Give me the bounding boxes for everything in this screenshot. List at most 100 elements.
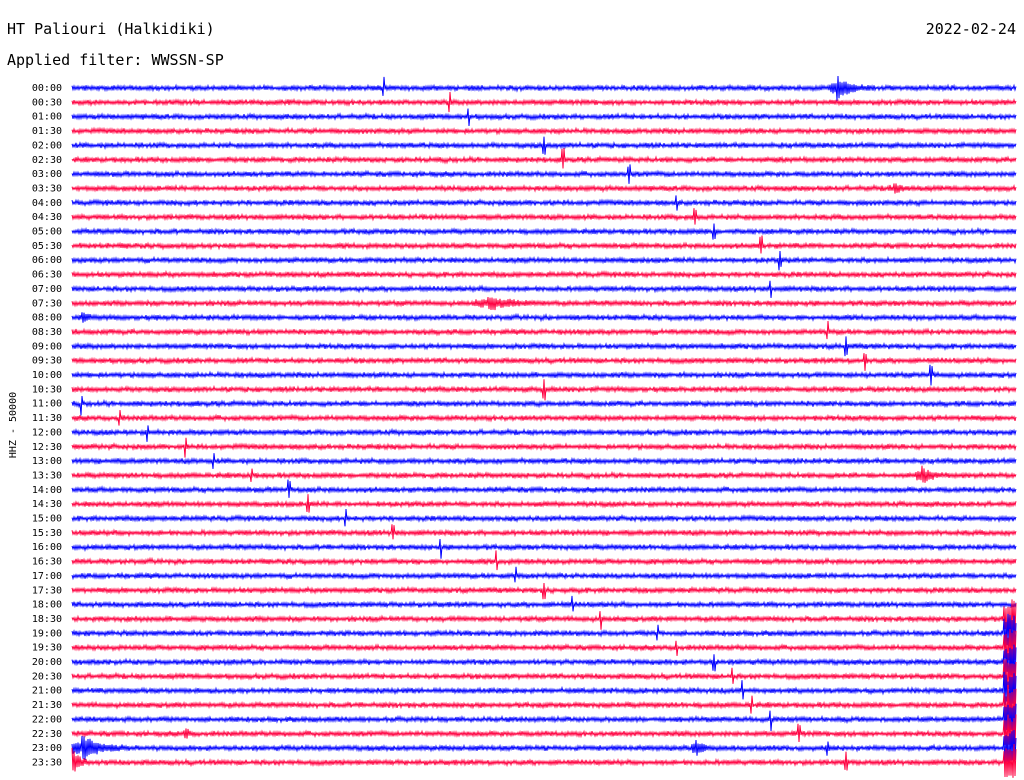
time-tick-label: 01:30 [32,126,62,137]
trace-line [71,320,1017,340]
trace-line [71,684,1017,725]
time-tick-label: 20:00 [32,657,62,668]
time-tick-label: 23:30 [32,757,62,768]
time-tick-label: 13:30 [32,470,62,481]
trace-line [71,582,1017,600]
time-tick-label: 11:30 [32,413,62,424]
time-tick-label: 14:30 [32,499,62,510]
time-tick-label: 03:30 [32,183,62,194]
time-tick-label: 03:00 [32,169,62,180]
trace-line [71,183,1017,194]
time-tick-label: 23:00 [32,743,62,754]
time-tick-label: 18:30 [32,614,62,625]
trace-line [71,164,1017,184]
trace-line [71,336,1017,357]
trace-line [71,644,1017,684]
filter-label: Applied filter: WWSSN-SP [7,51,224,69]
time-tick-label: 16:00 [32,542,62,553]
trace-line [71,465,1017,483]
trace-line [71,425,1017,442]
time-tick-label: 10:00 [32,370,62,381]
trace-line [71,479,1017,498]
time-tick-label: 07:00 [32,284,62,295]
trace-line [71,195,1017,211]
time-tick-label: 13:00 [32,456,62,467]
time-tick-label: 15:00 [32,514,62,525]
time-tick-label: 22:30 [32,729,62,740]
time-tick-label: 06:00 [32,255,62,266]
trace-line [71,269,1017,280]
time-tick-label: 08:30 [32,327,62,338]
time-tick-label: 20:30 [32,671,62,682]
trace-line [71,524,1017,540]
trace-line [71,395,1017,416]
time-tick-label: 16:30 [32,557,62,568]
trace-line [71,147,1017,169]
time-tick-label: 09:30 [32,356,62,367]
trace-line [71,494,1017,513]
time-tick-label: 02:30 [32,155,62,166]
time-tick-label: 07:30 [32,298,62,309]
time-tick-label: 19:00 [32,628,62,639]
trace-line [71,136,1017,155]
trace-line [71,437,1017,458]
trace-line [71,91,1017,113]
time-tick-label: 17:30 [32,585,62,596]
trace-line [71,671,1017,711]
time-labels: 00:00 00:30 01:00 01:30 02:00 02:30 03:00 03:30… [32,83,62,768]
trace-line [71,453,1017,469]
trace-line [71,703,1017,738]
time-tick-label: 12:00 [32,427,62,438]
time-tick-label: 17:00 [32,571,62,582]
time-tick-label: 12:30 [32,442,62,453]
channel-label: HHZ - 50000 [8,392,19,458]
trace-line [71,379,1017,401]
time-tick-label: 05:30 [32,241,62,252]
y-axis-label: HHZ - 50000 [8,392,19,458]
trace-line [71,508,1017,527]
time-tick-label: 02:00 [32,140,62,151]
time-tick-label: 01:00 [32,112,62,123]
trace-line [71,629,1017,666]
trace-line [71,730,1017,769]
trace-line [71,126,1017,136]
trace-line [71,312,1017,323]
time-tick-label: 09:00 [32,341,62,352]
trace-line [71,595,1017,612]
time-tick-label: 10:30 [32,384,62,395]
trace-line [71,223,1017,240]
trace-line [71,297,1017,311]
trace-line [71,235,1017,254]
time-tick-label: 14:00 [32,485,62,496]
trace-line [71,208,1017,225]
trace-line [71,550,1017,571]
time-tick-label: 18:00 [32,600,62,611]
time-tick-label: 08:00 [32,313,62,324]
time-tick-label: 05:00 [32,227,62,238]
time-tick-label: 15:30 [32,528,62,539]
trace-line [71,714,1017,749]
trace-line [71,613,1017,651]
trace-line [71,364,1017,386]
trace-line [71,353,1017,371]
traces [71,75,1017,778]
trace-line [71,250,1017,271]
time-tick-label: 21:00 [32,686,62,697]
trace-line [71,280,1017,298]
time-tick-label: 00:00 [32,83,62,94]
date-label: 2022-02-24 [925,20,1016,38]
trace-line [71,599,1017,639]
trace-line [71,566,1017,583]
trace-line [71,659,1017,696]
time-tick-label: 04:30 [32,212,62,223]
trace-line [71,538,1017,559]
time-tick-label: 00:30 [32,97,62,108]
time-tick-label: 21:30 [32,700,62,711]
station-title: HT Paliouri (Halkidiki) [7,20,215,38]
trace-line [71,743,1017,778]
trace-line [71,108,1017,127]
time-tick-label: 04:00 [32,198,62,209]
trace-line [71,75,1017,101]
trace-line [71,409,1017,426]
